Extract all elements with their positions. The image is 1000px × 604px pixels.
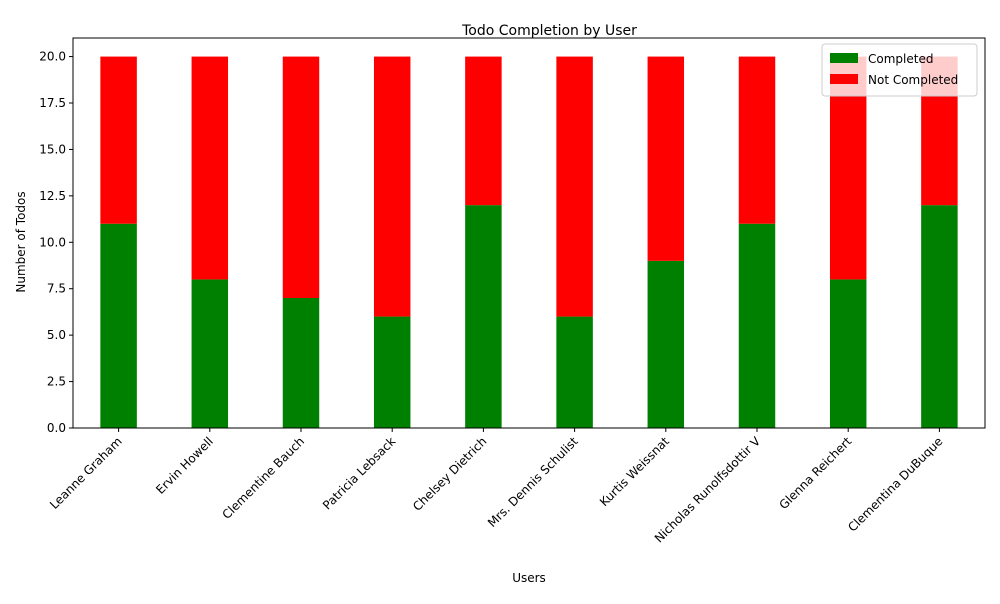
y-tick-label: 17.5 <box>39 96 66 110</box>
y-tick-label: 0.0 <box>47 421 66 435</box>
bar-completed-2 <box>282 298 320 428</box>
x-axis-ticks: Leanne Graham Ervin Howell Clementine Bauc… <box>47 428 946 546</box>
bar-not-completed-5 <box>556 56 593 317</box>
y-tick-label: 2.5 <box>47 375 66 389</box>
bar-not-completed-7 <box>738 56 776 224</box>
y-tick-label: 12.5 <box>39 189 66 203</box>
y-tick-label: 5.0 <box>47 328 66 342</box>
legend-frame <box>821 43 978 97</box>
bar-not-completed-2 <box>282 56 320 299</box>
bar-completed-1 <box>191 279 229 428</box>
bar-not-completed-6 <box>647 56 685 261</box>
x-tick-label: Nicholas Runolfsdottir V <box>652 434 764 546</box>
bar-completed-3 <box>373 316 411 428</box>
x-tick-label: Glenna Reichert <box>776 434 854 512</box>
x-tick-label: Clementina DuBuque <box>845 434 945 534</box>
bar-completed-7 <box>738 223 776 428</box>
bar-not-completed-3 <box>373 56 411 317</box>
legend: Completed Not Completed <box>821 43 978 97</box>
bar-completed-8 <box>829 279 867 428</box>
plot-frame <box>72 37 986 429</box>
x-tick-label: Patricia Lebsack <box>320 434 398 512</box>
x-tick-label: Clementine Bauch <box>219 434 307 522</box>
y-axis-label: Number of Todos <box>14 191 28 292</box>
chart-title: Todo Completion by User <box>461 23 637 39</box>
y-tick-label: 20.0 <box>39 50 66 64</box>
y-tick-label: 7.5 <box>47 282 66 296</box>
bars-group <box>100 56 958 428</box>
legend-swatch-not-completed <box>830 74 858 84</box>
bar-not-completed-0 <box>100 56 137 224</box>
bar-completed-9 <box>921 205 958 428</box>
legend-label-not-completed: Not Completed <box>868 73 958 87</box>
bar-not-completed-4 <box>465 56 502 206</box>
x-tick-label: Chelsey Dietrich <box>410 434 489 513</box>
x-tick-label: Ervin Howell <box>153 434 216 497</box>
y-axis-ticks: 0.0 2.5 5.0 7.5 10.0 12.5 15.0 17.5 20.0 <box>39 50 73 435</box>
bar-completed-4 <box>465 205 502 428</box>
bar-completed-0 <box>100 223 137 428</box>
x-tick-label: Kurtis Weissnat <box>597 434 672 509</box>
x-tick-label: Leanne Graham <box>47 434 125 512</box>
y-tick-label: 15.0 <box>39 142 66 156</box>
x-tick-label: Mrs. Dennis Schulist <box>485 434 581 530</box>
y-tick-label: 10.0 <box>39 235 66 249</box>
bar-completed-5 <box>556 316 593 428</box>
bar-completed-6 <box>647 260 685 428</box>
legend-label-completed: Completed <box>868 52 933 66</box>
bar-not-completed-1 <box>191 56 229 280</box>
x-axis-label: Users <box>512 571 546 585</box>
legend-swatch-completed <box>830 53 858 63</box>
